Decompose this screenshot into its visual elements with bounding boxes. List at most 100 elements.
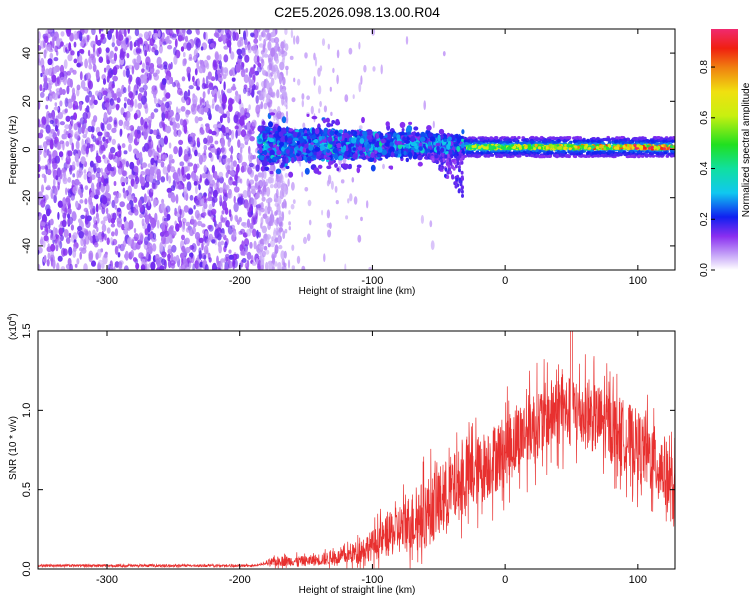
heatmap-cell xyxy=(46,77,51,82)
heatmap-cell xyxy=(186,42,192,51)
heatmap-cell xyxy=(240,107,245,116)
heatmap-cell xyxy=(319,65,323,72)
heatmap-cell xyxy=(326,122,331,128)
heatmap-cell xyxy=(267,207,270,212)
heatmap-cell xyxy=(186,146,190,152)
heatmap-cell xyxy=(273,237,279,244)
heatmap-cell xyxy=(317,85,322,95)
heatmap-cell xyxy=(123,177,129,183)
heatmap-cell xyxy=(119,51,125,61)
heatmap-cell xyxy=(45,104,49,110)
heatmap-cell xyxy=(139,213,144,219)
heatmap-cell xyxy=(241,258,247,263)
heatmap-cell xyxy=(144,214,150,225)
heatmap-cell xyxy=(147,148,153,158)
heatmap-cell xyxy=(366,134,373,140)
heatmap-cell xyxy=(376,133,380,139)
heatmap-cell xyxy=(170,260,176,266)
heatmap-cell xyxy=(203,245,209,255)
heatmap-cell xyxy=(79,251,82,260)
heatmap-cell xyxy=(104,102,110,108)
heatmap-cell xyxy=(87,49,91,57)
heatmap-cell xyxy=(46,259,50,267)
heatmap-cell xyxy=(285,65,289,71)
heatmap-cell xyxy=(273,72,277,81)
heatmap-cell xyxy=(284,135,288,142)
heatmap-cell xyxy=(159,137,165,148)
heatmap-cell xyxy=(216,150,220,160)
heatmap-cell xyxy=(111,138,117,145)
heatmap-cell xyxy=(233,114,239,124)
heatmap-cell xyxy=(306,233,311,242)
heatmap-cell xyxy=(126,52,130,59)
heatmap-cell xyxy=(385,121,390,127)
heatmap-cell xyxy=(262,120,266,126)
heatmap-cell xyxy=(53,57,59,62)
heatmap-cell xyxy=(130,249,135,258)
heatmap-cell xyxy=(42,88,45,93)
heatmap-cell xyxy=(38,263,41,270)
heatmap-cell xyxy=(360,216,363,222)
heatmap-cell xyxy=(204,230,208,237)
heatmap-cell xyxy=(216,180,220,189)
heatmap-cell xyxy=(225,171,229,179)
heatmap-cell xyxy=(452,166,456,171)
heatmap-cell xyxy=(248,162,254,168)
heatmap-cell xyxy=(159,265,165,270)
heatmap-cell xyxy=(173,121,177,128)
heatmap-cell xyxy=(199,59,203,65)
heatmap-cell xyxy=(279,210,282,217)
heatmap-cell xyxy=(238,230,243,235)
heatmap-cell xyxy=(249,241,253,249)
heatmap-cell xyxy=(193,48,198,59)
heatmap-cell xyxy=(461,193,464,198)
heatmap-cell xyxy=(438,128,445,135)
heatmap-cell xyxy=(225,126,230,133)
heatmap-cell xyxy=(196,59,200,70)
heatmap-cell xyxy=(303,236,307,244)
heatmap-cell xyxy=(105,207,109,215)
heatmap-cell xyxy=(186,181,192,192)
heatmap-cell xyxy=(53,66,58,74)
heatmap-cell xyxy=(117,252,121,258)
heatmap-cell xyxy=(69,78,73,88)
heatmap-cell xyxy=(92,223,97,229)
heatmap-cell xyxy=(276,89,280,99)
heatmap-cell xyxy=(124,220,129,229)
heatmap-cell xyxy=(435,142,441,147)
heatmap-cell xyxy=(196,29,201,36)
heatmap-cell xyxy=(57,181,60,191)
heatmap-cell xyxy=(73,112,77,121)
heatmap-cell xyxy=(51,32,54,38)
heatmap-cell xyxy=(399,121,406,129)
heatmap-cell xyxy=(212,216,216,223)
heatmap-cell xyxy=(318,135,322,142)
heatmap-cell xyxy=(151,46,156,53)
heatmap-cell xyxy=(325,156,331,160)
heatmap-cell xyxy=(441,152,445,157)
heatmap-cell xyxy=(145,56,151,66)
heatmap-cell xyxy=(268,261,273,270)
heatmap-cell xyxy=(41,173,46,178)
heatmap-cell xyxy=(39,84,43,92)
heatmap-cell xyxy=(85,230,89,237)
heatmap-cell xyxy=(193,163,198,174)
heatmap-cell xyxy=(65,49,70,54)
heatmap-cell xyxy=(326,222,331,228)
heatmap-cell xyxy=(234,125,239,130)
heatmap-cell xyxy=(161,221,166,232)
heatmap-cell xyxy=(302,147,307,153)
heatmap-cell xyxy=(344,94,349,103)
heatmap-cell xyxy=(63,229,69,238)
heatmap-cell xyxy=(187,89,191,97)
heatmap-cell xyxy=(242,52,247,57)
heatmap-cell xyxy=(179,118,184,126)
heatmap-cell xyxy=(96,167,101,174)
heatmap-cell xyxy=(248,145,251,155)
heatmap-cell xyxy=(144,49,147,57)
heatmap-cell xyxy=(267,197,273,203)
heatmap-cell xyxy=(314,127,320,135)
heatmap-cell xyxy=(265,35,268,42)
heatmap-cell xyxy=(430,240,435,251)
heatmap-cell xyxy=(366,143,372,149)
